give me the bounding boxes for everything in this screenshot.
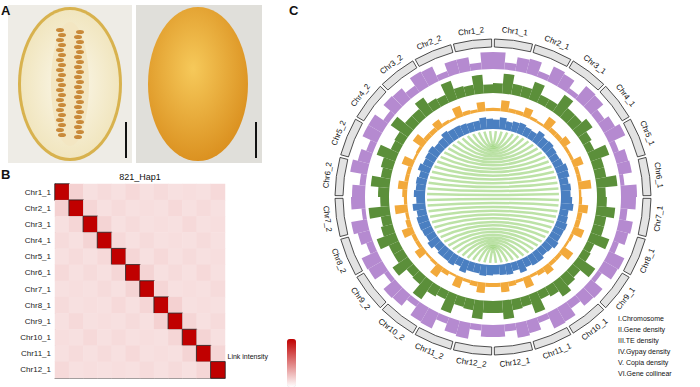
svg-text:V. Copia density: V. Copia density [618, 359, 669, 367]
svg-text:Chr7_1: Chr7_1 [652, 205, 664, 233]
svg-text:Chr7_2: Chr7_2 [321, 205, 333, 233]
svg-text:Chr9_1: Chr9_1 [25, 317, 52, 326]
svg-text:821_Hap1: 821_Hap1 [119, 172, 161, 182]
svg-text:Chr2_1: Chr2_1 [25, 204, 52, 213]
svg-text:III.TE density: III.TE density [618, 337, 659, 345]
svg-text:Chr4_1: Chr4_1 [25, 236, 52, 245]
svg-text:Chr1_2: Chr1_2 [458, 25, 486, 37]
svg-text:I.Chromosome: I.Chromosome [618, 315, 664, 322]
svg-text:II.Gene density: II.Gene density [618, 326, 666, 334]
svg-text:Chr1_1: Chr1_1 [25, 188, 52, 197]
svg-text:Chr3_1: Chr3_1 [581, 53, 608, 77]
svg-text:A: A [1, 3, 11, 18]
svg-text:Chr7_1: Chr7_1 [25, 285, 52, 294]
svg-text:C: C [289, 3, 299, 18]
svg-text:VI.Gene collinear: VI.Gene collinear [618, 370, 672, 377]
svg-text:Chr9_2: Chr9_2 [349, 285, 373, 312]
svg-text:Chr8_1: Chr8_1 [638, 247, 657, 275]
svg-text:Chr6_1: Chr6_1 [652, 162, 664, 190]
svg-text:Chr11_1: Chr11_1 [21, 349, 52, 358]
svg-text:Chr8_2: Chr8_2 [329, 247, 348, 275]
svg-text:IV.Gypay density: IV.Gypay density [618, 348, 671, 356]
svg-text:Chr10_1: Chr10_1 [20, 333, 51, 342]
svg-text:Chr4_1: Chr4_1 [613, 82, 637, 109]
svg-text:Chr3_1: Chr3_1 [25, 220, 52, 229]
svg-text:Chr12_2: Chr12_2 [455, 356, 487, 369]
svg-text:Chr12_1: Chr12_1 [20, 365, 51, 374]
svg-text:Chr6_1: Chr6_1 [25, 268, 52, 277]
svg-text:Chr10_1: Chr10_1 [579, 316, 610, 343]
svg-text:Chr8_1: Chr8_1 [25, 301, 52, 310]
svg-text:Chr1_1: Chr1_1 [501, 25, 529, 37]
svg-text:Chr12_1: Chr12_1 [499, 356, 531, 369]
svg-text:Chr6_2: Chr6_2 [321, 161, 333, 189]
svg-text:Chr2_1: Chr2_1 [543, 33, 571, 52]
svg-text:Chr5_1: Chr5_1 [638, 119, 657, 147]
svg-text:Chr5_2: Chr5_2 [329, 119, 348, 147]
svg-text:B: B [1, 167, 10, 182]
svg-text:Chr2_2: Chr2_2 [415, 33, 443, 52]
svg-text:Chr11_2: Chr11_2 [413, 341, 445, 362]
svg-text:Chr10_2: Chr10_2 [376, 316, 407, 343]
svg-text:Chr4_2: Chr4_2 [349, 82, 373, 109]
svg-text:Chr9_1: Chr9_1 [613, 285, 637, 312]
svg-text:Chr3_2: Chr3_2 [378, 53, 405, 77]
svg-text:Chr5_1: Chr5_1 [25, 252, 52, 261]
svg-text:Link intensity: Link intensity [228, 353, 269, 361]
svg-text:Chr11_1: Chr11_1 [541, 341, 573, 362]
